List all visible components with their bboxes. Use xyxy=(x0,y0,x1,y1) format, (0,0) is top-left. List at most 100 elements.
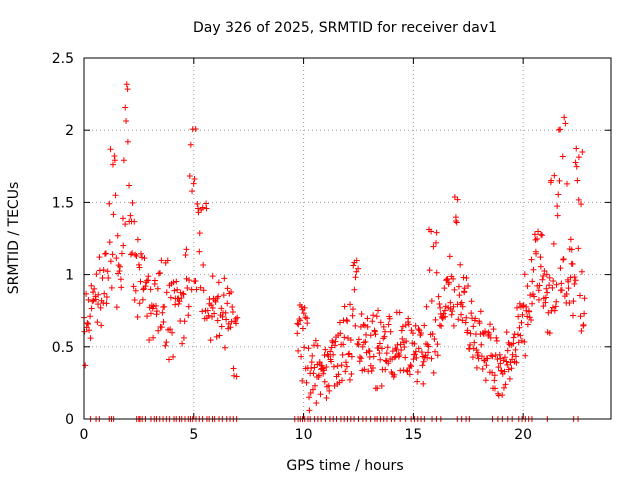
data-point xyxy=(567,236,574,243)
data-point xyxy=(496,351,503,358)
data-point xyxy=(405,315,412,322)
data-point xyxy=(312,337,319,344)
data-point xyxy=(384,344,391,351)
data-point xyxy=(484,355,491,362)
data-point xyxy=(192,278,199,285)
data-point xyxy=(107,146,114,153)
data-point xyxy=(229,308,236,315)
data-point xyxy=(473,347,480,354)
data-point xyxy=(458,311,465,318)
data-point xyxy=(343,316,350,323)
data-point xyxy=(224,285,231,292)
data-point xyxy=(526,308,533,315)
data-point xyxy=(99,274,106,281)
data-point xyxy=(330,363,337,370)
data-point xyxy=(355,341,362,348)
data-point xyxy=(519,311,526,318)
data-point xyxy=(510,334,517,341)
data-point xyxy=(124,138,131,145)
data-point xyxy=(306,407,313,414)
data-point xyxy=(445,279,452,286)
data-point xyxy=(90,289,97,296)
grid xyxy=(84,58,611,419)
data-point xyxy=(137,278,144,285)
data-point xyxy=(438,323,445,330)
data-point xyxy=(403,338,410,345)
data-point xyxy=(93,271,100,278)
data-point xyxy=(383,350,390,357)
data-point xyxy=(116,263,123,270)
data-point xyxy=(175,300,182,307)
data-point xyxy=(209,313,216,320)
data-point xyxy=(143,277,150,284)
data-point xyxy=(469,354,476,361)
data-point xyxy=(345,351,352,358)
data-point xyxy=(147,286,154,293)
data-point xyxy=(565,278,572,285)
data-point xyxy=(433,239,440,246)
data-point xyxy=(122,104,129,111)
data-point xyxy=(364,315,371,322)
data-point xyxy=(101,290,108,297)
data-point xyxy=(557,265,564,272)
data-point xyxy=(358,310,365,317)
data-point xyxy=(466,345,473,352)
data-point xyxy=(483,362,490,369)
data-point xyxy=(81,328,88,335)
data-point xyxy=(377,319,384,326)
data-point xyxy=(183,275,190,282)
data-point xyxy=(535,296,542,303)
data-point xyxy=(446,253,453,260)
data-point xyxy=(203,205,210,212)
x-tick-label: 15 xyxy=(404,427,422,443)
data-point xyxy=(507,359,514,366)
data-point xyxy=(222,309,229,316)
data-point xyxy=(136,300,143,307)
data-point xyxy=(402,354,409,361)
data-point xyxy=(414,378,421,385)
data-point xyxy=(385,360,392,367)
data-point xyxy=(391,354,398,361)
data-point xyxy=(89,298,96,305)
data-point xyxy=(447,299,454,306)
data-point xyxy=(364,323,371,330)
data-point xyxy=(405,321,412,328)
data-point xyxy=(559,153,566,160)
data-point xyxy=(407,361,414,368)
data-point xyxy=(540,303,547,310)
data-point xyxy=(493,334,500,341)
data-point xyxy=(491,385,498,392)
data-point xyxy=(118,250,125,257)
data-point xyxy=(402,322,409,329)
data-point xyxy=(433,229,440,236)
data-point xyxy=(358,355,365,362)
data-point xyxy=(362,338,369,345)
data-point xyxy=(576,292,583,299)
data-point xyxy=(431,335,438,342)
data-point xyxy=(370,353,377,360)
data-point xyxy=(223,316,230,323)
data-point xyxy=(311,364,318,371)
data-point xyxy=(154,285,161,292)
data-point xyxy=(102,250,109,257)
data-point xyxy=(233,373,240,380)
data-point xyxy=(575,154,582,161)
data-point xyxy=(554,212,561,219)
data-point xyxy=(518,319,525,326)
data-point xyxy=(571,280,578,287)
data-point xyxy=(517,332,524,339)
data-point xyxy=(376,340,383,347)
data-point xyxy=(218,323,225,330)
data-point xyxy=(115,270,122,277)
data-point xyxy=(200,261,207,268)
data-point xyxy=(408,327,415,334)
data-point xyxy=(546,274,553,281)
data-point xyxy=(495,364,502,371)
data-point xyxy=(504,361,511,368)
data-point xyxy=(106,200,113,207)
data-point xyxy=(406,371,413,378)
data-point xyxy=(522,352,529,359)
data-point xyxy=(227,324,234,331)
data-point xyxy=(377,356,384,363)
data-point xyxy=(161,303,168,310)
